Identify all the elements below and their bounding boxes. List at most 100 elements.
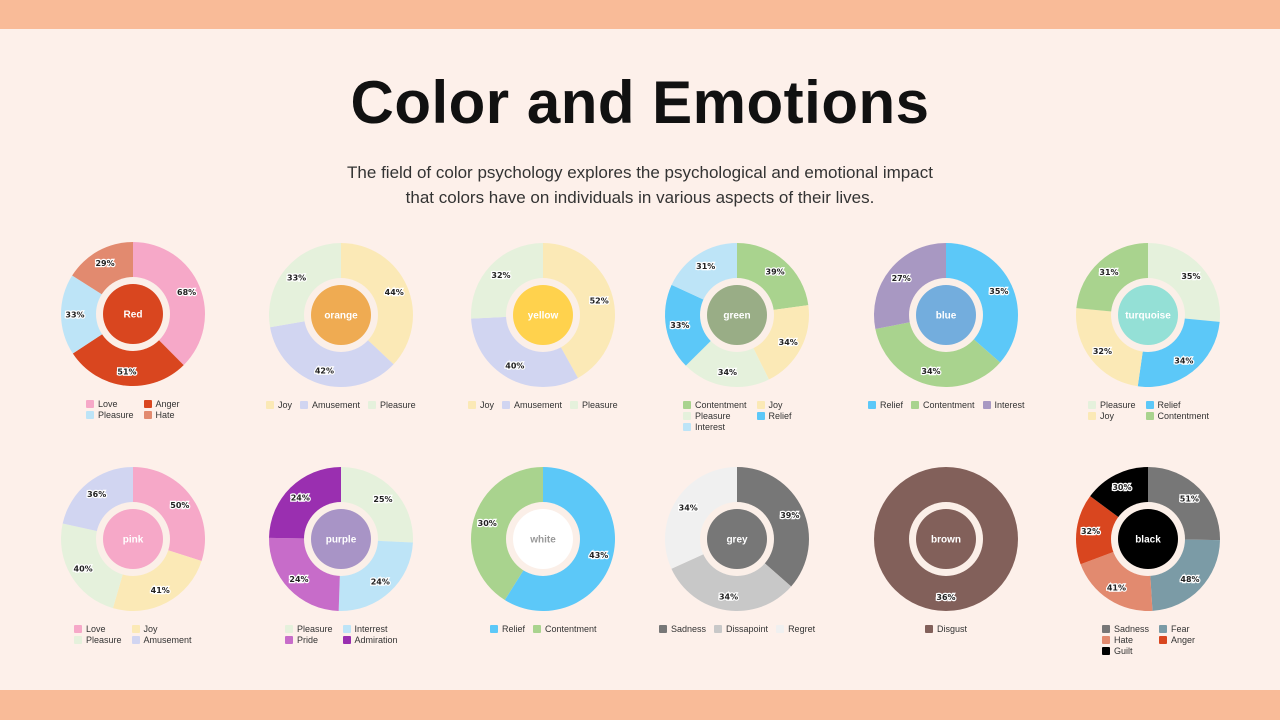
legend-item-contentment: Contentment — [911, 400, 975, 410]
legend-label: Contentment — [545, 624, 597, 634]
data-label-contentment: 34% — [921, 367, 940, 376]
legend-item-fear: Fear — [1159, 624, 1195, 634]
legend-label: Love — [86, 624, 106, 634]
legend-label: Relief — [768, 411, 792, 421]
data-label-joy: 52% — [590, 296, 609, 305]
center-label: pink — [123, 535, 144, 546]
legend-item-joy: Joy — [1088, 411, 1136, 421]
legend-label: Joy — [278, 400, 293, 410]
center-disc — [1118, 509, 1178, 569]
legend-item-pleasure: Pleasure — [1088, 400, 1136, 410]
data-label-relief: 34% — [1174, 357, 1193, 366]
data-label-pride: 24% — [289, 575, 308, 584]
legend-item-relief: Relief — [756, 411, 792, 421]
data-label-interest: 27% — [892, 274, 911, 283]
legend-swatch — [1145, 401, 1154, 409]
slice-joy — [341, 243, 413, 365]
legend-label: Pleasure — [582, 400, 618, 410]
legend-label: Pleasure — [98, 410, 134, 420]
data-label-disgust: 36% — [936, 593, 955, 602]
center-label: Red — [124, 310, 143, 321]
legend-label: Relief — [1157, 400, 1181, 410]
legend-label: Contentment — [695, 400, 747, 410]
slice-sadness — [737, 467, 809, 587]
center-label: turquoise — [1125, 311, 1171, 322]
legend-swatch — [1159, 625, 1168, 633]
slice-anger — [1076, 496, 1148, 565]
legend-swatch — [131, 636, 140, 644]
data-label-pleasure: 33% — [287, 274, 306, 283]
pie-chart-blue: blue 35% 34% 27% — [874, 243, 1018, 387]
data-label-love: 68% — [177, 288, 196, 297]
legend-item-amusement: Amusement — [131, 635, 192, 645]
legend-swatch — [659, 625, 667, 633]
legend-item-anger: Anger — [143, 399, 180, 409]
legend-swatch — [868, 401, 876, 409]
center-label: grey — [726, 535, 748, 546]
center-label: orange — [324, 311, 358, 322]
pie-chart-green: green 39% 34% 34% 33% 31% — [665, 243, 809, 387]
legend-swatch — [300, 401, 309, 409]
pie-chart-red: Red 68% 51% 33% 29% — [61, 242, 205, 386]
center-label: brown — [931, 535, 961, 546]
legend-swatch — [776, 625, 785, 633]
legend-brown: Disgust — [925, 624, 967, 634]
legend-red: Love Anger Pleasure Hate — [86, 399, 180, 420]
data-label-admiration: 24% — [291, 494, 310, 503]
legend-swatch — [1088, 401, 1096, 409]
legend-item-disgust: Disgust — [925, 624, 967, 634]
legend-label: Joy — [143, 624, 158, 634]
page-subtitle: The field of color psychology explores t… — [347, 163, 933, 207]
legend-item-sadness: Sadness — [1102, 624, 1149, 634]
legend-label: Relief — [502, 624, 526, 634]
pie-chart-white: white 43% 30% — [471, 467, 615, 611]
data-label-joy: 41% — [151, 586, 170, 595]
data-label-hate: 41% — [1107, 584, 1126, 593]
legend-swatch — [86, 411, 94, 419]
center-disc — [513, 285, 573, 345]
data-label-pleasure: 35% — [1181, 272, 1200, 281]
legend-item-pleasure: Pleasure — [285, 624, 333, 634]
legend-item-amusement: Amusement — [300, 400, 360, 410]
pie-chart-turquoise: turquoise 35% 34% 32% 31% — [1076, 243, 1220, 387]
center-disc — [311, 285, 371, 345]
page-title: Color and Emotions — [350, 69, 930, 136]
legend-swatch — [1102, 647, 1110, 655]
legend-item-relief: Relief — [868, 400, 903, 410]
legend-label: Pleasure — [86, 635, 122, 645]
data-label-sadness: 39% — [780, 511, 799, 520]
legend-item-sadness: Sadness — [659, 624, 706, 634]
pie-chart-black: black 51% 48% 41% 32% 30% — [1076, 467, 1220, 611]
center-label: purple — [326, 535, 357, 546]
center-label: black — [1135, 535, 1161, 546]
bottom-band — [0, 690, 1280, 720]
data-label-dissapoint: 34% — [719, 592, 738, 601]
legend-swatch — [266, 401, 274, 409]
legend-label: Joy — [480, 400, 495, 410]
center-label: white — [529, 535, 556, 546]
data-label-contentment: 39% — [766, 267, 785, 276]
legend-label: Contentment — [923, 400, 975, 410]
legend-label: Amusement — [514, 400, 563, 410]
data-label-pleasure: 33% — [65, 311, 84, 320]
legend-label: Anger — [155, 399, 180, 409]
legend-purple: Pleasure Interrest Pride Admiration — [285, 624, 398, 645]
data-label-love: 50% — [170, 501, 189, 510]
slice-love — [133, 242, 205, 366]
data-label-pleasure: 25% — [373, 495, 392, 504]
slice-relief — [665, 284, 737, 366]
legend-item-love: Love — [74, 624, 122, 634]
legend-item-pleasure: Pleasure — [368, 400, 416, 410]
legend-label: Contentment — [1157, 411, 1210, 421]
legend-swatch — [342, 625, 351, 633]
legend-label: Joy — [1100, 411, 1115, 421]
legend-label: Hate — [155, 410, 175, 420]
legend-label: Amusement — [312, 400, 361, 410]
legend-item-relief: Relief — [490, 624, 525, 634]
legend-item-pleasure: Pleasure — [74, 635, 122, 645]
legend-label: Pleasure — [380, 400, 416, 410]
legend-label: Amusement — [143, 635, 192, 645]
legend-turquoise: Pleasure Relief Joy Contentment — [1088, 400, 1209, 421]
legend-label: Regret — [788, 624, 816, 634]
legend-swatch — [74, 636, 82, 644]
